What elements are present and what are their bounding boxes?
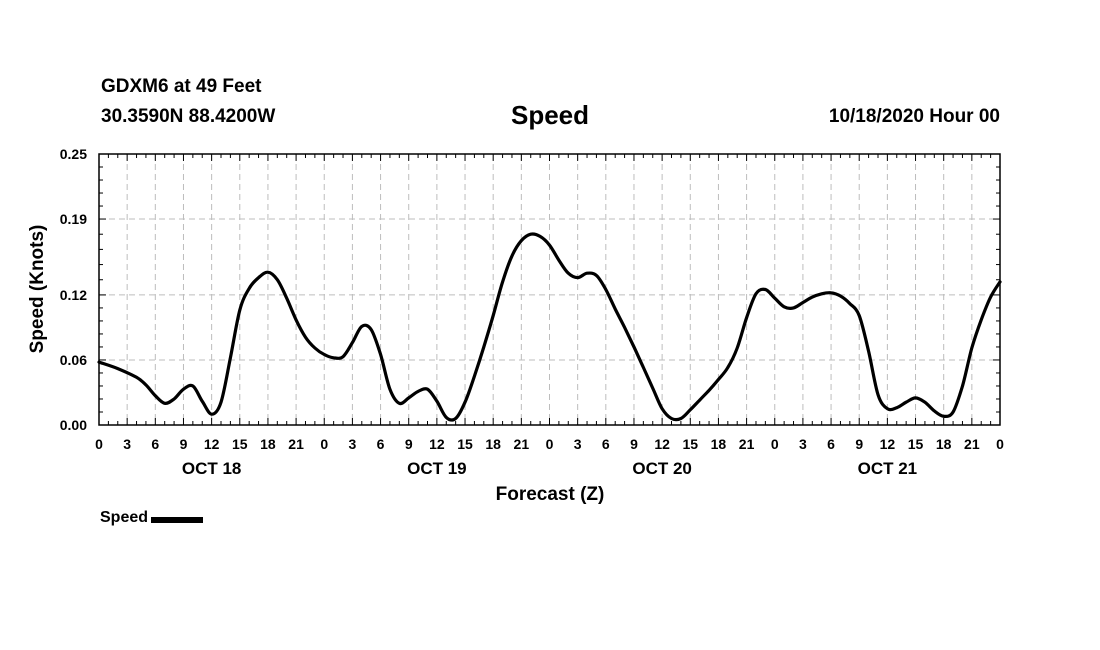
legend-swatch bbox=[151, 517, 204, 523]
x-tick-label: 18 bbox=[260, 436, 276, 452]
x-tick-label: 6 bbox=[827, 436, 835, 452]
x-tick-label: 0 bbox=[996, 436, 1004, 452]
x-tick-label: 21 bbox=[739, 436, 755, 452]
x-tick-label: 21 bbox=[964, 436, 980, 452]
x-tick-label: 0 bbox=[95, 436, 103, 452]
x-tick-label: 9 bbox=[855, 436, 863, 452]
x-tick-label: 6 bbox=[602, 436, 610, 452]
series-line-speed bbox=[97, 232, 1002, 422]
x-tick-label: 3 bbox=[799, 436, 807, 452]
forecast-datetime: 10/18/2020 Hour 00 bbox=[828, 106, 1000, 127]
day-label: OCT 19 bbox=[407, 459, 467, 478]
x-tick-label: 9 bbox=[405, 436, 413, 452]
day-label: OCT 20 bbox=[632, 459, 692, 478]
y-tick-label: 0.12 bbox=[60, 287, 87, 303]
y-axis-label: Speed (Knots) bbox=[27, 225, 48, 354]
legend: Speed bbox=[100, 509, 204, 527]
x-tick-label: 18 bbox=[711, 436, 727, 452]
axis-labels: 0 3 6 9 12 15 18 21 0 3 6 9 12 15 18 21 0 3 6 9 12 15 18 21 0 3 6 9… bbox=[60, 146, 1004, 478]
x-axis-label: Forecast (Z) bbox=[496, 484, 605, 505]
y-tick-label: 0.25 bbox=[60, 146, 87, 162]
x-tick-label: 21 bbox=[288, 436, 304, 452]
x-tick-label: 3 bbox=[349, 436, 357, 452]
plot-frame bbox=[98, 153, 1001, 426]
series-layer bbox=[97, 232, 1002, 422]
x-tick-label: 3 bbox=[123, 436, 131, 452]
y-tick-label: 0.00 bbox=[60, 417, 87, 433]
x-tick-label: 15 bbox=[682, 436, 698, 452]
x-tick-label: 12 bbox=[654, 436, 670, 452]
x-tick-label: 12 bbox=[204, 436, 220, 452]
x-tick-label: 9 bbox=[180, 436, 188, 452]
grid-lines bbox=[99, 154, 1000, 425]
x-tick-label: 3 bbox=[574, 436, 582, 452]
x-tick-label: 9 bbox=[630, 436, 638, 452]
day-label: OCT 18 bbox=[182, 459, 242, 478]
x-tick-label: 15 bbox=[457, 436, 473, 452]
x-tick-label: 18 bbox=[485, 436, 501, 452]
y-tick-label: 0.06 bbox=[60, 352, 87, 368]
x-tick-label: 6 bbox=[151, 436, 159, 452]
legend-label: Speed bbox=[100, 509, 149, 526]
x-tick-label: 0 bbox=[546, 436, 554, 452]
station-coordinates: 30.3590N 88.4200W bbox=[101, 106, 276, 127]
x-tick-label: 21 bbox=[514, 436, 530, 452]
x-tick-label: 6 bbox=[377, 436, 385, 452]
x-tick-label: 0 bbox=[771, 436, 779, 452]
x-tick-label: 18 bbox=[936, 436, 952, 452]
x-tick-label: 15 bbox=[232, 436, 248, 452]
station-name: GDXM6 at 49 Feet bbox=[101, 76, 262, 97]
day-label: OCT 21 bbox=[858, 459, 918, 478]
x-tick-label: 0 bbox=[320, 436, 328, 452]
y-tick-label: 0.19 bbox=[60, 211, 87, 227]
x-tick-label: 12 bbox=[429, 436, 445, 452]
x-tick-label: 12 bbox=[880, 436, 896, 452]
chart-title: Speed bbox=[510, 100, 590, 130]
x-tick-label: 15 bbox=[908, 436, 924, 452]
